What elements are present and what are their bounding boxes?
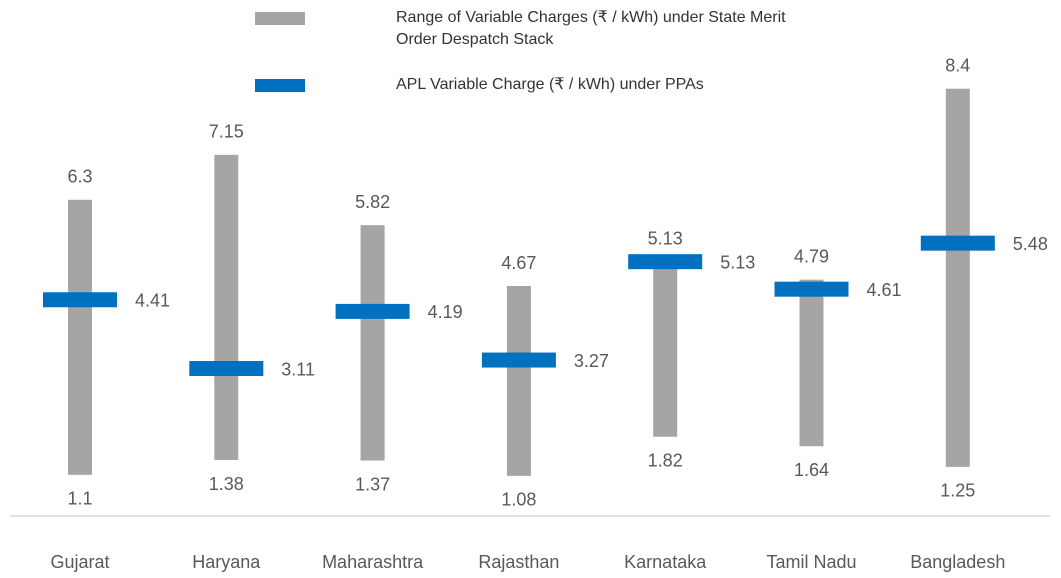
range-bar (214, 154, 239, 461)
value-label: 5.48 (1013, 234, 1048, 254)
x-tick-label: Rajasthan (478, 552, 559, 572)
x-tick-label: Haryana (192, 552, 261, 572)
x-tick-label: Maharashtra (322, 552, 424, 572)
high-label: 5.13 (648, 228, 683, 248)
value-label: 3.27 (574, 351, 609, 371)
range-bar (360, 225, 385, 461)
range-bar (68, 199, 92, 475)
high-label: 4.67 (501, 253, 536, 273)
low-label: 1.38 (209, 474, 244, 494)
range-bar (653, 261, 678, 437)
marker (920, 235, 995, 251)
value-label: 4.61 (867, 280, 902, 300)
x-tick-label: Karnataka (624, 552, 707, 572)
marker (43, 292, 117, 308)
marker (774, 281, 849, 297)
x-tick-label: Gujarat (50, 552, 109, 572)
value-label: 4.19 (428, 302, 463, 322)
low-label: 1.25 (940, 481, 975, 501)
low-label: 1.37 (355, 474, 390, 494)
marker (335, 303, 410, 319)
range-bar (799, 279, 824, 447)
high-label: 4.79 (794, 246, 829, 266)
high-label: 6.3 (67, 167, 92, 187)
range-bar (506, 286, 531, 476)
legend-swatch (255, 79, 305, 92)
marker (628, 254, 703, 270)
x-tick-label: Bangladesh (910, 552, 1005, 572)
value-label: 5.13 (720, 252, 755, 272)
high-label: 5.82 (355, 192, 390, 212)
value-label: 3.11 (281, 359, 315, 379)
low-label: 1.64 (794, 460, 829, 480)
high-label: 7.15 (209, 122, 244, 142)
x-tick-label: Tamil Nadu (766, 552, 856, 572)
marker (481, 352, 556, 368)
legend-label: APL Variable Charge (₹ / kWh) under PPAs (396, 76, 704, 93)
value-label: 4.41 (135, 291, 170, 311)
range-bar (945, 88, 970, 467)
low-label: 1.1 (67, 489, 92, 509)
legend-swatch (255, 12, 305, 25)
low-label: 1.82 (648, 450, 683, 470)
low-label: 1.08 (501, 490, 536, 510)
marker (189, 361, 264, 377)
high-label: 8.4 (945, 55, 970, 75)
legend-label: Range of Variable Charges (₹ / kWh) unde… (396, 9, 786, 48)
